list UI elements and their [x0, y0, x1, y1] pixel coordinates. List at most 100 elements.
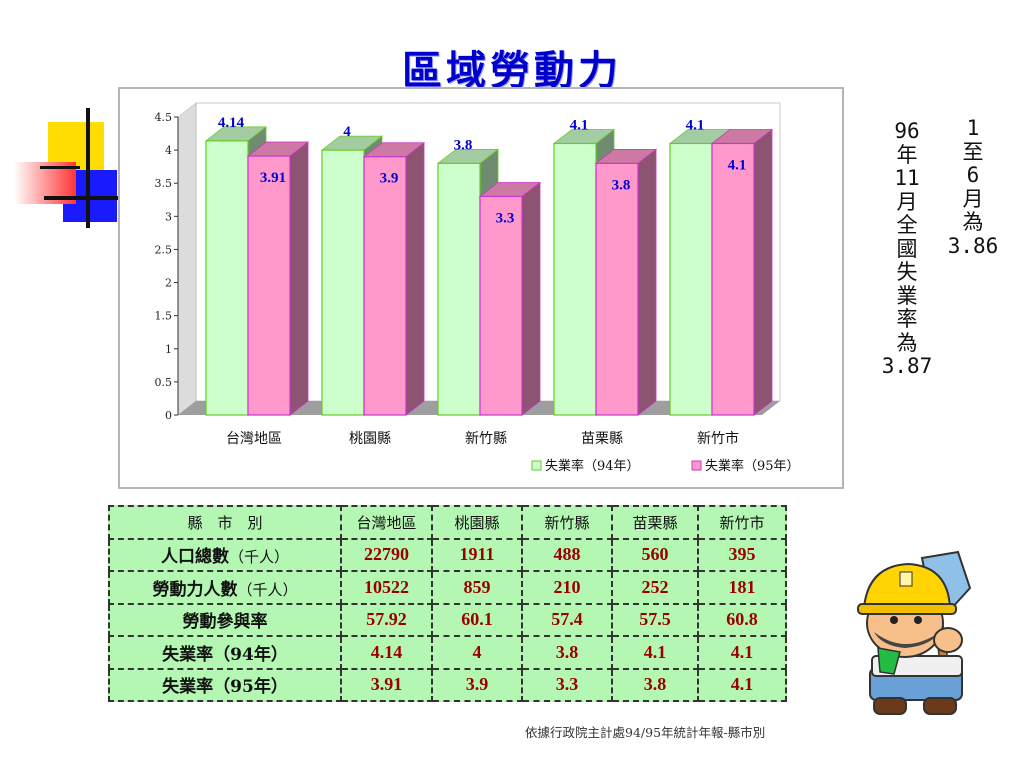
data-label: 4.1	[728, 157, 747, 173]
row-label: 失業率（94年）	[108, 635, 342, 670]
table-cell: 859	[431, 570, 523, 605]
table-cell: 60.8	[697, 602, 787, 637]
legend-swatch	[691, 460, 702, 471]
note-char: 失	[896, 260, 918, 284]
bar-side-1	[405, 141, 425, 416]
bar-side-1	[521, 181, 541, 416]
row-label: 失業率（95年）	[108, 667, 342, 702]
bar-rate-94	[321, 149, 365, 416]
data-label: 4.1	[570, 117, 589, 133]
table-header-cell: 新竹縣	[521, 505, 613, 540]
legend-label: 失業率（94年）	[545, 458, 640, 474]
x-category-label: 新竹市	[697, 430, 739, 447]
y-tick-label: 0	[165, 409, 172, 422]
note-char: 為	[896, 330, 918, 355]
note-char: 為	[962, 210, 984, 234]
row-label-text: 勞動力人數	[152, 579, 238, 600]
table-cell: 4.1	[697, 635, 787, 670]
bar-rate-94	[437, 162, 481, 416]
table-row: 失業率（95年） 3.91 3.9 3.3 3.8 4.1	[108, 667, 787, 702]
table-cell: 252	[611, 570, 699, 605]
table-cell: 560	[611, 537, 699, 572]
page-title: 區域勞動力	[402, 47, 622, 94]
legend-swatch	[531, 460, 542, 471]
row-label-unit: （千人）	[228, 548, 289, 567]
row-label-text: 失業率（94年）	[162, 644, 288, 665]
row-label-text: 失業率（95年）	[162, 677, 288, 698]
data-label: 3.9	[380, 171, 399, 187]
x-category-label: 新竹縣	[465, 431, 507, 447]
table-cell: 1911	[431, 537, 523, 572]
chart-side-wall	[177, 102, 197, 416]
note-char: 1	[966, 116, 980, 140]
note-char: 3.86	[947, 233, 999, 258]
table-cell: 488	[521, 537, 613, 572]
data-label: 3.3	[496, 210, 515, 226]
table-cell: 57.5	[611, 602, 699, 637]
y-tick-label: 2	[165, 277, 172, 290]
data-label: 4	[343, 124, 351, 140]
note-char: 率	[896, 307, 918, 331]
note-char: 國	[896, 236, 918, 261]
bar-rate-95	[595, 162, 639, 416]
table-cell: 4.1	[611, 635, 699, 670]
table-cell: 210	[521, 570, 613, 605]
data-label: 4.14	[218, 115, 245, 131]
y-tick-label: 1.5	[155, 310, 173, 323]
y-tick-label: 2.5	[155, 243, 173, 256]
data-label: 4.1	[686, 117, 705, 133]
table-cell: 22790	[340, 537, 433, 572]
table-cell: 4.14	[340, 635, 433, 670]
note-char: 業	[896, 283, 918, 308]
data-label: 3.8	[454, 137, 473, 153]
bar-side-1	[289, 141, 309, 416]
legend-label: 失業率（95年）	[705, 458, 800, 474]
y-tick-label: 1	[165, 343, 172, 356]
table-cell: 57.4	[521, 602, 613, 637]
table-cell: 60.1	[431, 602, 523, 637]
y-tick-label: 0.5	[155, 376, 173, 389]
y-tick-label: 3	[165, 210, 172, 223]
table-cell: 181	[697, 570, 787, 605]
note-jan-jun-rate: 1 至 6 月為 3.86	[946, 116, 1000, 258]
note-char: 月	[896, 189, 918, 214]
row-label: 人口總數（千人）	[108, 537, 342, 572]
data-label: 3.91	[260, 170, 286, 186]
table-header-cell: 桃園縣	[431, 505, 523, 540]
bar-rate-95	[479, 195, 523, 416]
x-category-label: 苗栗縣	[581, 431, 623, 447]
note-char: 96	[894, 119, 920, 143]
table-cell: 3.8	[611, 667, 699, 702]
table-row: 勞動力人數（千人） 10522 859 210 252 181	[108, 570, 787, 605]
data-label: 3.8	[612, 177, 631, 193]
bar-rate-95	[363, 156, 407, 416]
note-char: 6	[966, 163, 980, 187]
y-tick-label: 3.5	[155, 177, 173, 190]
chart-frame: 0 0.5 1 1.5 2 2.5 3 3.5 4 4.5 4.14 3.91 台灣地區 4 3.9 桃園縣 3…	[118, 87, 844, 489]
note-char: 至	[962, 139, 984, 164]
note-nov-national-rate: 96 年 11 月全國失業率為 3.87	[880, 119, 934, 379]
x-category-label: 台灣地區	[226, 431, 282, 447]
source-note: 依據行政院主計處94/95年統計年報-縣市別	[525, 725, 766, 740]
table-cell: 3.9	[431, 667, 523, 702]
table-header-cell: 台灣地區	[340, 505, 433, 540]
table-header-cell: 苗栗縣	[611, 505, 699, 540]
row-label-text: 勞動參與率	[182, 612, 268, 633]
table-cell: 395	[697, 537, 787, 572]
y-tick-label: 4	[165, 144, 172, 157]
y-tick-label: 4.5	[155, 111, 173, 124]
bar-rate-94	[669, 142, 713, 416]
table-cell: 3.3	[521, 667, 613, 702]
note-char: 全	[896, 213, 918, 237]
table-row: 勞動參與率 57.92 60.1 57.4 57.5 60.8	[108, 602, 787, 637]
note-char: 3.87	[881, 354, 933, 378]
row-label: 勞動參與率	[108, 602, 342, 637]
bar-rate-94	[205, 140, 249, 416]
table-header-cell: 縣 市 別	[108, 505, 342, 540]
bar-side-1	[637, 148, 657, 416]
note-char: 11	[894, 166, 920, 190]
table-row: 失業率（94年） 4.14 4 3.8 4.1 4.1	[108, 635, 787, 670]
worker-mascot-illustration	[857, 550, 972, 715]
bar-rate-95	[711, 142, 755, 416]
table-cell: 10522	[340, 570, 433, 605]
